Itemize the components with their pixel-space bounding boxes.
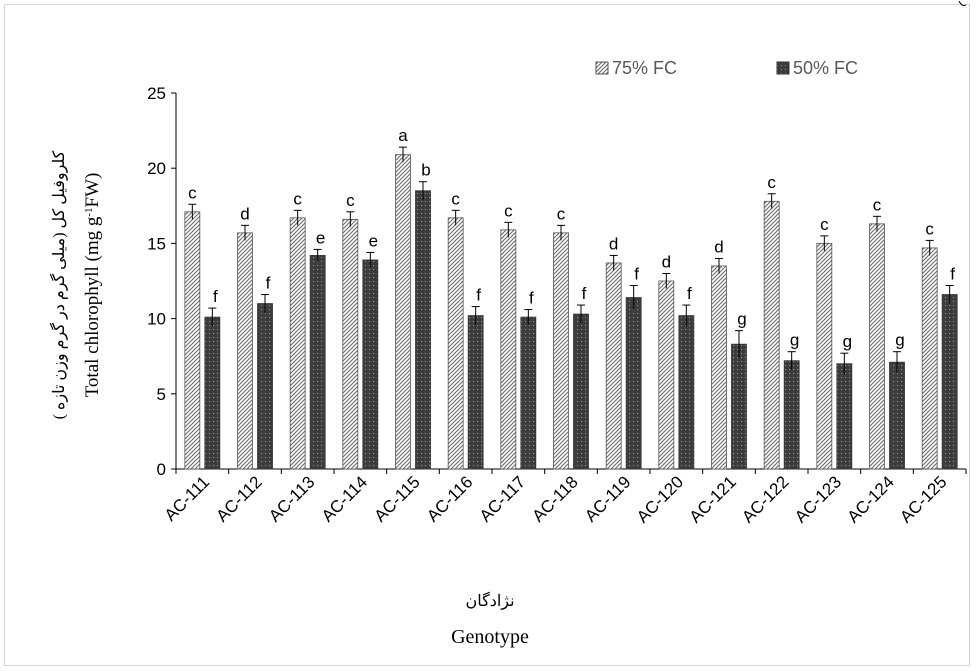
x-tick-label: AC-116 (423, 472, 476, 525)
bar-50fc (204, 316, 221, 470)
significance-letter: a (398, 126, 408, 145)
x-tick-label: AC-124 (844, 472, 898, 526)
x-tick-label: AC-121 (686, 472, 740, 526)
bar-75fc (184, 211, 201, 470)
bar-50fc (678, 315, 695, 470)
significance-letter: d (714, 237, 723, 256)
y-axis-title-main: Total chlorophyll (mg g (82, 216, 103, 397)
y-axis-title: Total chlorophyll (mg g-1FW) (82, 173, 103, 398)
y-tick-label: 5 (157, 385, 166, 404)
chart-frame (4, 1, 970, 666)
significance-letter: e (316, 228, 325, 247)
legend-swatch-75 (595, 61, 609, 75)
bar-75fc (342, 218, 359, 470)
significance-letter: g (843, 332, 852, 351)
significance-letter: c (346, 191, 355, 210)
bar-75fc (605, 262, 622, 470)
significance-letter: f (476, 286, 481, 305)
legend: 75% FC 50% FC (595, 58, 858, 78)
bar-75fc (869, 223, 885, 470)
bar-50fc (309, 255, 326, 470)
x-axis-title: Genotype (451, 626, 529, 648)
x-tick-label: AC-113 (265, 472, 318, 525)
significance-letter: c (557, 204, 566, 223)
bar-75fc (763, 200, 780, 470)
bar-50fc (625, 297, 642, 470)
plot-area: 0510152025cfAC-111dfAC-112ceAC-113ceAC-1… (147, 84, 967, 527)
x-tick-label: AC-115 (371, 472, 424, 525)
significance-letter: d (240, 204, 249, 223)
bar-75fc (658, 280, 675, 470)
significance-letter: c (925, 219, 934, 238)
bar-75fc (395, 154, 411, 470)
significance-letter: f (529, 289, 534, 308)
x-tick-label: AC-119 (581, 472, 634, 525)
significance-letter: c (188, 183, 197, 202)
x-axis-title-fa: نژادگان (465, 591, 514, 610)
significance-letter: d (609, 234, 618, 253)
significance-letter: f (634, 265, 639, 284)
y-axis-title-tail: FW) (82, 173, 103, 208)
bar-50fc (889, 361, 905, 470)
y-tick-label: 10 (147, 310, 166, 329)
x-tick-label: AC-122 (738, 472, 792, 526)
bar-50fc (783, 360, 800, 470)
bar-50fc (362, 259, 379, 470)
y-tick-label: 25 (147, 84, 166, 103)
bar-50fc (520, 316, 537, 470)
legend-label-50: 50% FC (793, 58, 858, 78)
bar-75fc (500, 229, 517, 470)
significance-letter: f (266, 274, 271, 293)
y-tick-label: 15 (147, 234, 166, 253)
significance-letter: f (213, 287, 218, 306)
significance-letter: d (662, 252, 671, 271)
bar-50fc (257, 303, 273, 470)
bar-50fc (467, 315, 484, 470)
significance-letter: g (737, 310, 746, 329)
x-tick-label: AC-111 (161, 472, 213, 524)
significance-letter: c (873, 195, 882, 214)
bar-50fc (415, 190, 431, 470)
x-tick-label: AC-112 (213, 472, 266, 525)
bar-50fc (573, 313, 589, 470)
bar-50fc (836, 363, 853, 470)
significance-letter: c (504, 201, 513, 220)
x-tick-label: AC-117 (476, 472, 529, 525)
significance-letter: e (369, 231, 378, 250)
bar-75fc (711, 265, 727, 470)
bar-75fc (553, 232, 569, 470)
y-axis-title-fa: کلروفیل کل (میلی گرم در گرم وزن تازه ) (49, 150, 68, 419)
y-tick-label: 20 (147, 159, 166, 178)
x-tick-label: AC-118 (529, 472, 582, 525)
bar-75fc (816, 242, 833, 470)
significance-letter: c (293, 189, 302, 208)
bar-75fc (447, 217, 464, 470)
x-tick-label: AC-123 (791, 472, 845, 526)
significance-letter: f (582, 284, 587, 303)
significance-letter: g (790, 331, 799, 350)
x-tick-label: AC-114 (318, 472, 371, 525)
bar-75fc (289, 217, 306, 470)
legend-label-75: 75% FC (612, 58, 677, 78)
bar-50fc (731, 343, 747, 470)
x-tick-label: AC-120 (633, 472, 687, 526)
significance-letter: c (451, 189, 460, 208)
bar-50fc (941, 294, 958, 470)
bar-75fc (921, 247, 938, 470)
significance-letter: c (820, 215, 829, 234)
significance-letter: f (687, 284, 692, 303)
y-tick-label: 0 (157, 460, 166, 479)
legend-swatch-50 (776, 61, 790, 75)
significance-letter: c (767, 173, 776, 192)
corner-mark (958, 1, 967, 6)
x-tick-label: AC-125 (896, 472, 950, 526)
y-axis-title-sup: -1 (83, 207, 95, 216)
significance-letter: b (421, 161, 430, 180)
significance-letter: g (895, 331, 904, 350)
significance-letter: f (950, 265, 955, 284)
bar-75fc (237, 232, 253, 470)
